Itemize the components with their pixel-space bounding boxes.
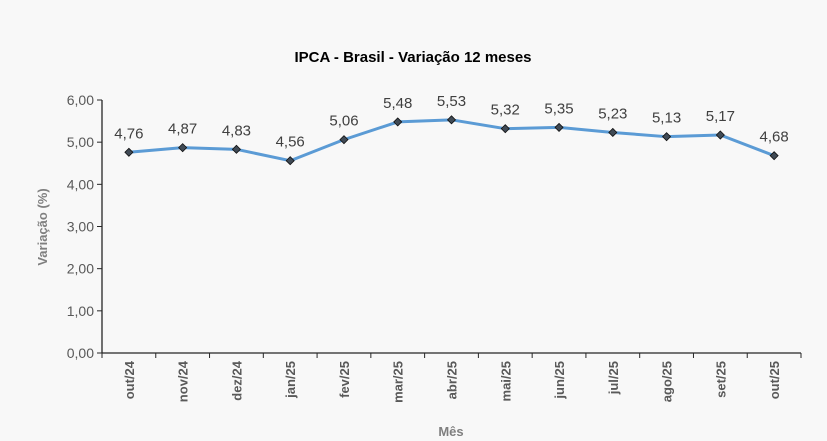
y-tick-label: 6,00: [67, 92, 94, 108]
data-label: 5,17: [706, 108, 735, 125]
x-tick-label: mar/25: [391, 361, 406, 403]
y-tick-label: 5,00: [67, 134, 94, 150]
data-label: 5,53: [437, 93, 466, 110]
data-label: 4,83: [222, 122, 251, 139]
data-point: [446, 115, 457, 125]
data-point: [554, 122, 564, 132]
x-tick-label: out/24: [122, 360, 137, 399]
data-point: [285, 156, 295, 166]
x-tick-label: abr/25: [445, 361, 460, 399]
x-tick-label: set/25: [713, 361, 728, 398]
y-tick-label: 4,00: [67, 176, 94, 192]
data-point: [124, 147, 134, 157]
x-tick-label: mai/25: [498, 361, 513, 401]
data-label: 4,68: [760, 129, 789, 146]
x-tick-label: out/25: [767, 361, 782, 399]
data-label: 5,13: [652, 110, 681, 127]
data-label: 4,76: [114, 125, 143, 142]
data-point: [231, 144, 241, 154]
x-tick-label: nov/24: [176, 360, 191, 402]
data-point: [393, 117, 403, 127]
data-point: [662, 132, 672, 142]
y-tick-label: 3,00: [67, 219, 94, 235]
data-point: [715, 130, 725, 140]
data-label: 4,56: [276, 134, 305, 151]
y-tick-label: 2,00: [67, 261, 94, 277]
data-point: [769, 151, 779, 161]
data-label: 4,87: [168, 121, 197, 138]
data-point: [339, 135, 349, 145]
data-point: [608, 127, 618, 138]
chart-title: IPCA - Brasil - Variação 12 meses: [294, 49, 531, 66]
data-label: 5,23: [598, 105, 627, 122]
data-label: 5,32: [491, 102, 520, 119]
x-tick-label: dez/24: [229, 360, 244, 401]
data-label: 5,35: [544, 100, 573, 117]
y-tick-label: 0,00: [67, 345, 94, 361]
x-axis-label: Mês: [438, 424, 463, 439]
x-tick-label: ago/25: [660, 361, 675, 402]
x-tick-label: fev/25: [337, 361, 352, 398]
data-point: [500, 124, 510, 134]
y-axis-label: Variação (%): [35, 188, 50, 265]
y-tick-label: 1,00: [67, 303, 94, 319]
x-tick-label: jun/25: [552, 361, 567, 400]
x-tick-label: jul/25: [606, 361, 621, 395]
x-tick-label: jan/25: [283, 361, 298, 399]
data-label: 5,48: [383, 95, 412, 112]
data-point: [178, 143, 188, 153]
data-label: 5,06: [329, 113, 358, 130]
